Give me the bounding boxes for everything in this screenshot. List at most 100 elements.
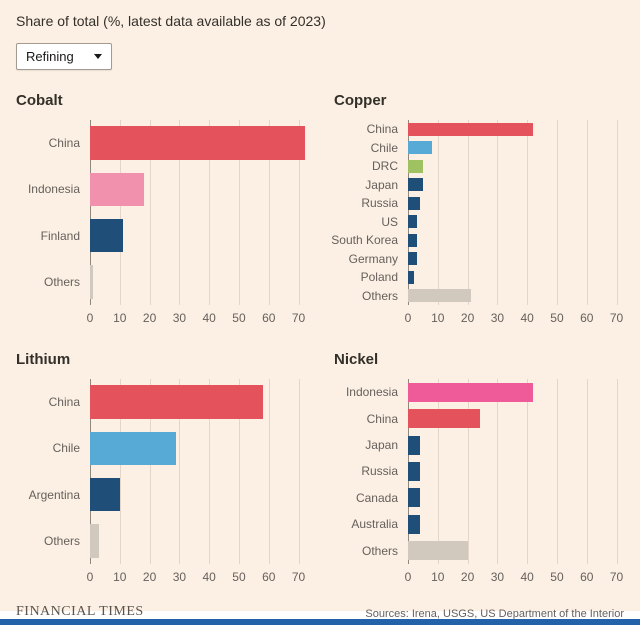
bar-argentina (90, 477, 120, 512)
gridline (238, 379, 240, 564)
gridline (497, 120, 499, 305)
x-tick-label: 20 (460, 570, 475, 584)
plot-area (90, 379, 306, 564)
category-label: Finland (40, 228, 80, 243)
category-label: Indonesia (27, 182, 80, 197)
gridline (497, 379, 499, 564)
bar-row (408, 250, 624, 269)
bar-japan (408, 435, 420, 455)
bar-germany (408, 252, 417, 266)
gridline (149, 120, 151, 305)
bar-row (408, 139, 624, 158)
bar-row (408, 485, 624, 511)
x-tick-label: 20 (460, 311, 475, 325)
bar-others (408, 289, 471, 303)
chevron-down-icon (94, 54, 102, 59)
chart-body: China Indonesia Finland Others 0 10 20 30 40 50 6… (16, 120, 306, 331)
x-tick-label: 70 (291, 311, 306, 325)
bar-row (408, 379, 624, 405)
x-tick-label: 10 (113, 311, 127, 325)
plot-area (90, 120, 306, 305)
x-tick-label: 60 (262, 570, 276, 584)
category-label: Japan (365, 438, 398, 453)
category-label: China (48, 395, 80, 410)
category-label: Russia (361, 464, 398, 479)
x-tick-label: 40 (520, 570, 534, 584)
bar-rows (90, 379, 306, 564)
bar-row (90, 166, 306, 212)
bar-row (90, 379, 306, 425)
category-label: China (48, 136, 80, 151)
bar-japan (408, 178, 423, 192)
plot-wrap: 0 10 20 30 40 50 60 70 (87, 379, 306, 590)
x-tick-label: 60 (580, 570, 594, 584)
category-labels: China Indonesia Finland Others (16, 120, 90, 305)
x-tick-label: 60 (262, 311, 276, 325)
bar-others (90, 524, 99, 558)
gridline (209, 120, 211, 305)
x-tick-label: 40 (520, 311, 534, 325)
chart-title-nickel: Nickel (334, 351, 379, 368)
x-tick-label: 40 (202, 570, 216, 584)
footer: FINANCIAL TIMES Sources: Irena, USGS, US… (16, 604, 624, 620)
gridlines (90, 379, 306, 564)
category-label: Poland (360, 270, 398, 285)
category-label: DRC (372, 159, 398, 174)
category-label: Japan (365, 177, 398, 192)
category-label: Others (361, 543, 398, 558)
x-tick-label: 70 (291, 570, 306, 584)
chart-copper: Copper China Chile DRC Japan Russia US South K… (331, 92, 624, 331)
gridline (268, 120, 270, 305)
bottom-blue-bar (0, 619, 640, 625)
category-labels: Indonesia China Japan Russia Canada Australia… (334, 379, 408, 564)
gridline (179, 379, 181, 564)
bar-drc (408, 159, 423, 173)
bar-row (408, 213, 624, 232)
x-tick-label: 20 (142, 311, 157, 325)
commodity-select[interactable]: Refining (16, 43, 112, 70)
chart-body: China Chile DRC Japan Russia US South Korea Ger… (331, 120, 624, 331)
chart-cobalt: Cobalt China Indonesia Finland Others 0 10 20… (16, 92, 306, 331)
gridline (586, 379, 588, 564)
bar-chile (408, 141, 432, 155)
bar-row (90, 518, 306, 564)
bar-row (408, 511, 624, 537)
gridline (437, 379, 439, 564)
category-label: Indonesia (345, 385, 398, 400)
bar-china (90, 385, 263, 419)
category-label: China (366, 411, 398, 426)
bar-rows (408, 120, 624, 305)
bar-row (408, 120, 624, 139)
category-label: Others (361, 288, 398, 303)
plot-area (408, 120, 624, 305)
dropdown-selected-value: Refining (26, 49, 74, 64)
bar-row (408, 538, 624, 564)
chart-body: Indonesia China Japan Russia Canada Australia… (334, 379, 624, 590)
plot-area (408, 379, 624, 564)
bar-indonesia (408, 382, 534, 402)
bar-others (90, 265, 93, 299)
x-tick-label: 50 (232, 570, 246, 584)
bar-south-korea (408, 233, 417, 247)
bar-rows (408, 379, 624, 564)
x-axis: 0 10 20 30 40 50 60 70 (405, 311, 624, 331)
bar-row (90, 472, 306, 518)
category-labels: China Chile DRC Japan Russia US South Korea Ger… (331, 120, 408, 305)
gridlines (408, 120, 624, 305)
gridline (268, 379, 270, 564)
plot-wrap: 0 10 20 30 40 50 60 70 (405, 379, 624, 590)
gridline (527, 379, 529, 564)
x-tick-label: 50 (232, 311, 246, 325)
charts-grid: Cobalt China Indonesia Finland Others 0 10 20… (16, 92, 624, 590)
bar-chile (90, 431, 177, 466)
category-labels: China Chile Argentina Others (16, 379, 90, 564)
bar-row (408, 432, 624, 458)
x-tick-label: 20 (142, 570, 157, 584)
bar-row (90, 259, 306, 305)
bar-row (90, 120, 306, 166)
gridlines (90, 120, 306, 305)
gridline (298, 379, 300, 564)
chart-nickel: Nickel Indonesia China Japan Russia Canada Au… (334, 351, 624, 590)
bar-us (408, 215, 417, 229)
